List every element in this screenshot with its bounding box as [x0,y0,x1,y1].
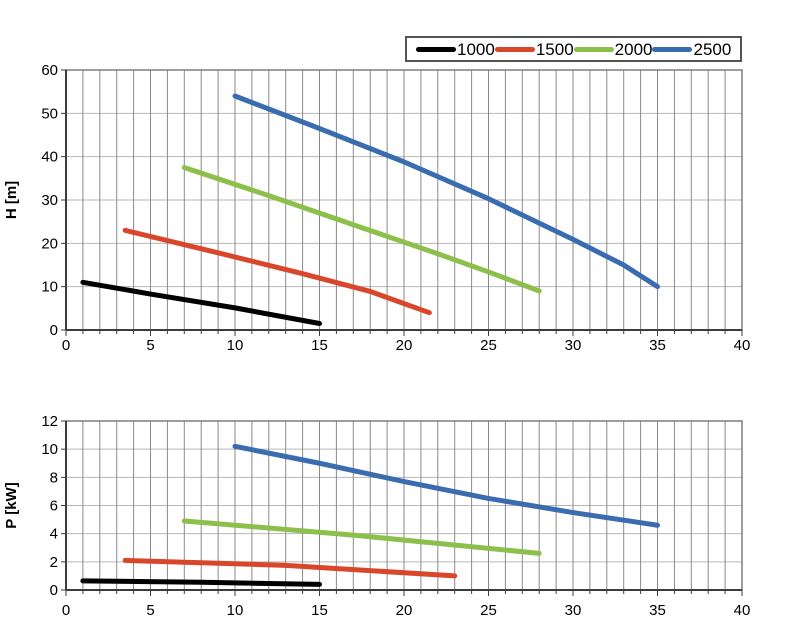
series-line-1000 [80,279,322,326]
series-line-2000 [181,165,542,294]
legend-item: 2500 [652,41,731,58]
x-tick-label: 0 [62,602,70,619]
y-tick-label: 4 [50,526,58,543]
series-line-1000 [80,578,322,587]
legend: 1000 1500 2000 2500 [405,36,742,62]
x-tick-label: 15 [311,337,328,354]
y-tick-label: 2 [50,554,58,571]
y-tick-label: 0 [50,582,58,599]
y-tick-label: 60 [41,62,58,79]
series-line-2000 [181,518,542,556]
y-tick-label: 20 [41,235,58,252]
y-axis-title: H [m] [3,181,20,219]
y-tick-label: 50 [41,105,58,122]
x-tick-label: 20 [396,602,413,619]
legend-item: 2000 [573,39,653,59]
x-tick-label: 35 [649,602,666,619]
legend-label: 2500 [693,39,732,59]
y-tick-label: 10 [41,279,58,296]
legend-swatch-icon [494,46,535,52]
y-tick-label: 8 [50,469,58,486]
legend-label: 1500 [535,39,574,59]
x-tick-label: 5 [146,337,154,354]
x-tick-label: 15 [311,602,328,619]
x-tick-label: 40 [734,337,751,354]
series-line-2500 [232,443,660,528]
y-tick-label: 0 [50,322,58,339]
x-tick-label: 0 [62,337,70,354]
series-line-1500 [122,557,458,579]
x-tick-label: 10 [227,602,244,619]
x-tick-label: 40 [734,602,751,619]
x-tick-label: 5 [146,602,154,619]
series-line-2500 [232,93,660,290]
x-tick-label: 20 [396,337,413,354]
y-tick-label: 6 [50,498,58,515]
x-tick-label: 25 [480,337,497,354]
legend-label: 2000 [614,39,653,59]
y-tick-label: 10 [41,441,58,458]
legend-item: 1000 [416,41,495,58]
y-tick-label: 30 [41,192,58,209]
legend-swatch-icon [573,46,614,52]
y-tick-label: 12 [41,413,58,430]
y-tick-label: 40 [41,149,58,166]
legend-label: 1000 [457,39,495,59]
x-tick-label: 30 [565,337,582,354]
x-tick-label: 25 [480,602,497,619]
y-axis-title: P [kW] [3,482,20,528]
series-line-1500 [122,227,432,316]
x-tick-label: 30 [565,602,582,619]
x-tick-label: 10 [227,337,244,354]
legend-item: 1500 [494,39,574,59]
legend-swatch-icon [416,46,456,52]
x-tick-label: 35 [649,337,666,354]
legend-swatch-icon [652,46,693,52]
